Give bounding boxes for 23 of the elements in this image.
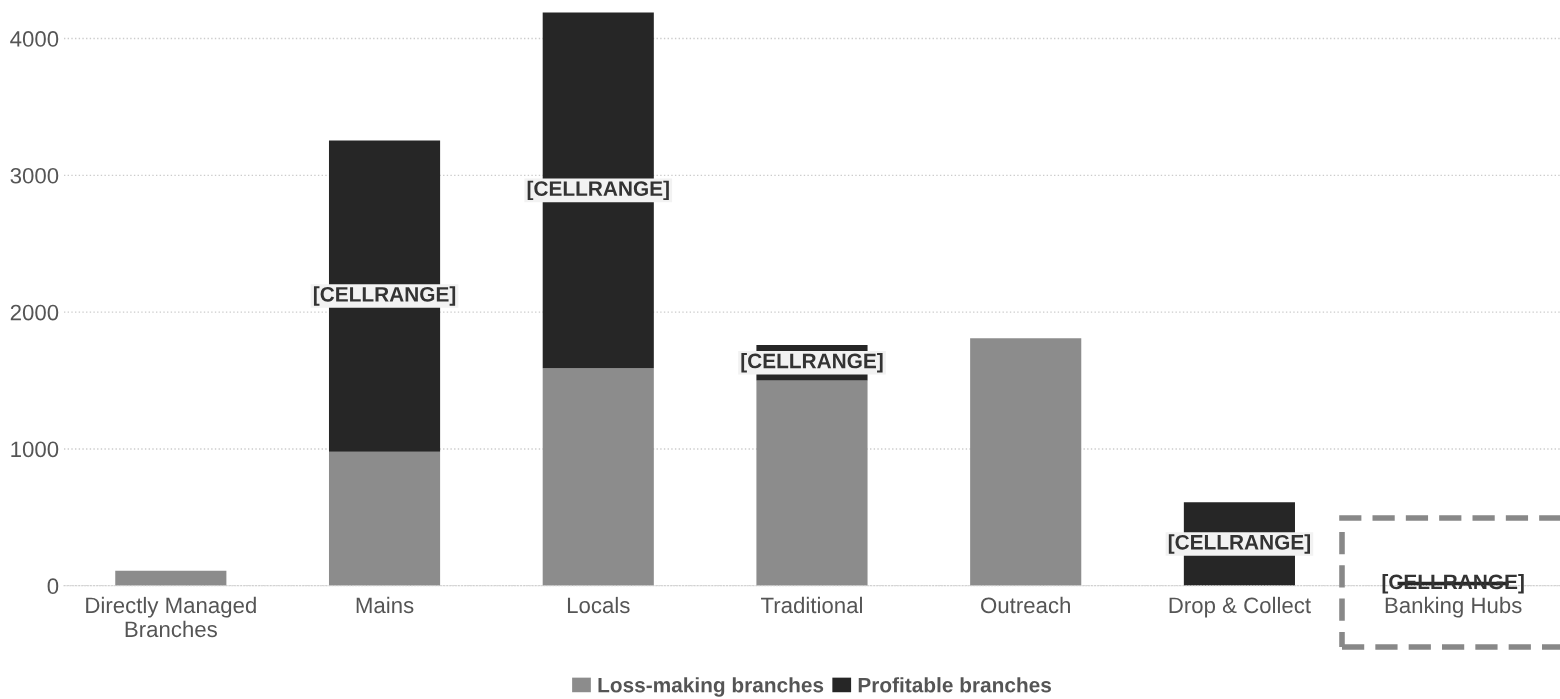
data-label: [CELLRANGE] xyxy=(741,353,883,373)
x-tick-label: Mains xyxy=(356,596,414,614)
x-tick-label: Locals xyxy=(567,596,630,614)
data-label: [CELLRANGE] xyxy=(527,180,669,201)
bar xyxy=(970,338,1082,586)
legend-label: Loss-making branches xyxy=(598,677,824,697)
bar xyxy=(542,368,654,586)
y-tick-label: 3000 xyxy=(10,167,59,184)
y-tick-label: 1000 xyxy=(11,441,59,458)
x-tick-label: Traditional xyxy=(761,596,862,614)
y-tick-label: 4000 xyxy=(10,31,59,47)
data-label: [CELLRANGE] xyxy=(1168,534,1310,554)
x-tick-label: Directly Managed Branches xyxy=(86,596,256,638)
x-tick-label: Banking Hubs xyxy=(1385,596,1522,618)
bar xyxy=(756,380,868,586)
x-tick-label: Outreach xyxy=(981,596,1070,614)
y-tick-label: 0 xyxy=(47,578,59,595)
x-tick-label: Drop & Collect xyxy=(1169,596,1311,618)
bar xyxy=(115,570,227,586)
data-label: [CELLRANGE] xyxy=(313,286,456,306)
bar xyxy=(328,451,441,586)
y-tick-label: 2000 xyxy=(10,304,59,321)
legend-label: Profitable branches xyxy=(858,677,1051,693)
